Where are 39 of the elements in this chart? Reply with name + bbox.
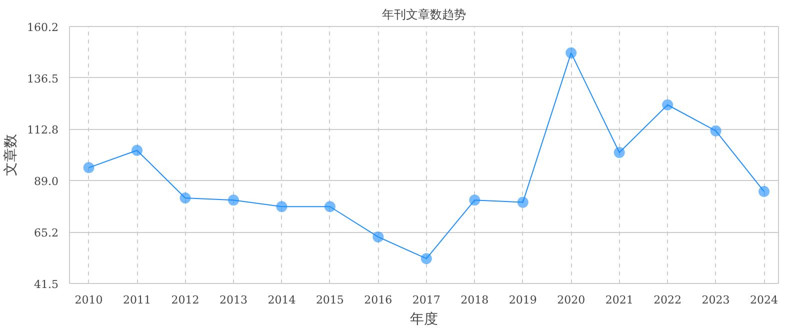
chart-title: 年刊文章数趋势 — [382, 8, 466, 22]
x-tick-label: 2022 — [654, 294, 682, 306]
x-tick-label: 2019 — [508, 294, 537, 306]
y-tick-label: 136.5 — [27, 72, 59, 86]
x-tick-label: 2012 — [171, 294, 200, 306]
x-tick-label: 2010 — [74, 294, 103, 306]
point — [276, 201, 288, 212]
point — [324, 201, 336, 212]
x-tick-label: 2024 — [750, 294, 778, 306]
x-tick-label: 2016 — [364, 294, 392, 306]
point — [614, 147, 625, 158]
point — [420, 253, 432, 264]
y-tick-label: 89.0 — [34, 175, 59, 188]
x-tick-label: 2021 — [605, 294, 634, 306]
y-tick-label: 65.2 — [34, 226, 59, 240]
x-tick-label: 2011 — [123, 294, 152, 306]
y-tick-label: 112.8 — [27, 124, 59, 137]
y-tick-label: 160.2 — [27, 21, 59, 34]
x-tick-label: 2013 — [219, 294, 248, 306]
x-tick-label: 2015 — [316, 294, 344, 306]
y-axis-title: 文章数 — [3, 134, 20, 176]
point — [372, 231, 384, 242]
x-axis-title: 年度 — [410, 312, 438, 328]
x-tick-label: 2020 — [557, 294, 586, 306]
y-tick-label: 41.5 — [34, 278, 59, 291]
point — [566, 47, 577, 58]
point — [180, 192, 191, 204]
point — [83, 162, 94, 174]
point — [469, 194, 480, 206]
x-tick-label: 2018 — [460, 294, 489, 306]
x-tick-label: 2017 — [412, 294, 440, 306]
x-tick-label: 2014 — [268, 294, 296, 306]
point — [228, 194, 239, 206]
point — [517, 196, 528, 208]
point — [662, 99, 674, 110]
x-tick-label: 2023 — [702, 294, 730, 306]
point — [132, 144, 143, 156]
point — [758, 186, 770, 197]
point — [710, 125, 722, 136]
